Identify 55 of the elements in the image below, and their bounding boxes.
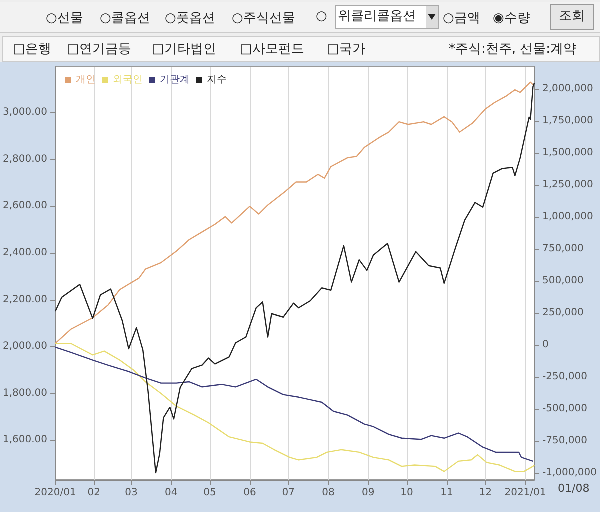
x-tick-label: 03 xyxy=(125,488,138,498)
y-tick-label: 2,600.00 xyxy=(3,200,48,212)
x-tick-label: 05 xyxy=(204,488,216,498)
y2-tick-label: 1,250,000 xyxy=(542,179,594,190)
y2-tick-label: -1,000,000 xyxy=(542,467,598,478)
x-tick-label: 06 xyxy=(244,488,256,498)
text: ○풋옵션 xyxy=(165,10,216,27)
y-tick-label: 2,800.00 xyxy=(3,154,48,165)
y-tick-label: 2,400.00 xyxy=(3,248,48,259)
text: □사모펀드 xyxy=(240,41,304,58)
x-tick-label: 07 xyxy=(282,488,295,498)
y-tick-label: 2,000.00 xyxy=(3,341,48,352)
x-tick-label: 11 xyxy=(440,488,454,498)
text: ○콜옵션 xyxy=(100,10,150,27)
x-tick-label: 2020/01 xyxy=(34,488,76,498)
legend-label: 외국인 xyxy=(113,74,143,86)
legend-label: 지수 xyxy=(207,74,227,86)
y2-tick-label: 500,000 xyxy=(542,275,584,286)
text: □은행 xyxy=(13,41,52,58)
text: □기타법인 xyxy=(152,41,216,58)
y2-tick-label: -500,000 xyxy=(542,403,588,414)
x-tick-label: 10 xyxy=(400,488,414,498)
line-series xyxy=(54,82,536,474)
x-tick-label: 12 xyxy=(479,488,492,498)
y2-tick-label: 2,000,000 xyxy=(542,83,594,94)
y2-tick-label: 1,000,000 xyxy=(542,211,594,222)
y-tick-label: 1,800.00 xyxy=(3,388,48,399)
text: □연기금등 xyxy=(67,41,132,58)
text: ○선물 xyxy=(46,10,84,27)
y2-tick-label: -250,000 xyxy=(542,371,588,382)
y2-tick-label: 250,000 xyxy=(542,307,584,318)
y-tick-label: 1,600.00 xyxy=(3,434,48,446)
text: □국가 xyxy=(327,41,366,58)
text: ○금액 xyxy=(443,10,480,27)
y-tick-label: 2,200.00 xyxy=(3,294,48,306)
text: ○주식선물 xyxy=(232,10,296,27)
x-tick-label: 04 xyxy=(165,488,178,498)
text: ◉수량 xyxy=(493,10,530,27)
y2-tick-label: 750,000 xyxy=(542,243,584,254)
legend-label: 개인 xyxy=(76,74,96,86)
text: 조회 xyxy=(550,4,594,30)
x-tick-label: 02 xyxy=(88,488,101,498)
text: *주식:천주, 선물:계약 xyxy=(449,41,577,58)
x-tick-label: 2021/01 xyxy=(504,488,546,498)
text: 위클리콜옵션 xyxy=(335,5,439,29)
y2-tick-label: -750,000 xyxy=(542,435,588,446)
legend-label: 기관계 xyxy=(160,74,190,86)
y-tick-label: 3,000.00 xyxy=(3,107,48,118)
y2-tick-label: 1,500,000 xyxy=(542,147,594,158)
x-tick-label: 08 xyxy=(322,488,335,498)
text: ○ xyxy=(316,9,328,24)
text: 01/08 xyxy=(558,482,590,495)
x-tick-label: 09 xyxy=(362,488,375,498)
y2-tick-label: 1,750,000 xyxy=(542,115,594,126)
y2-tick-label: 0 xyxy=(542,339,549,350)
